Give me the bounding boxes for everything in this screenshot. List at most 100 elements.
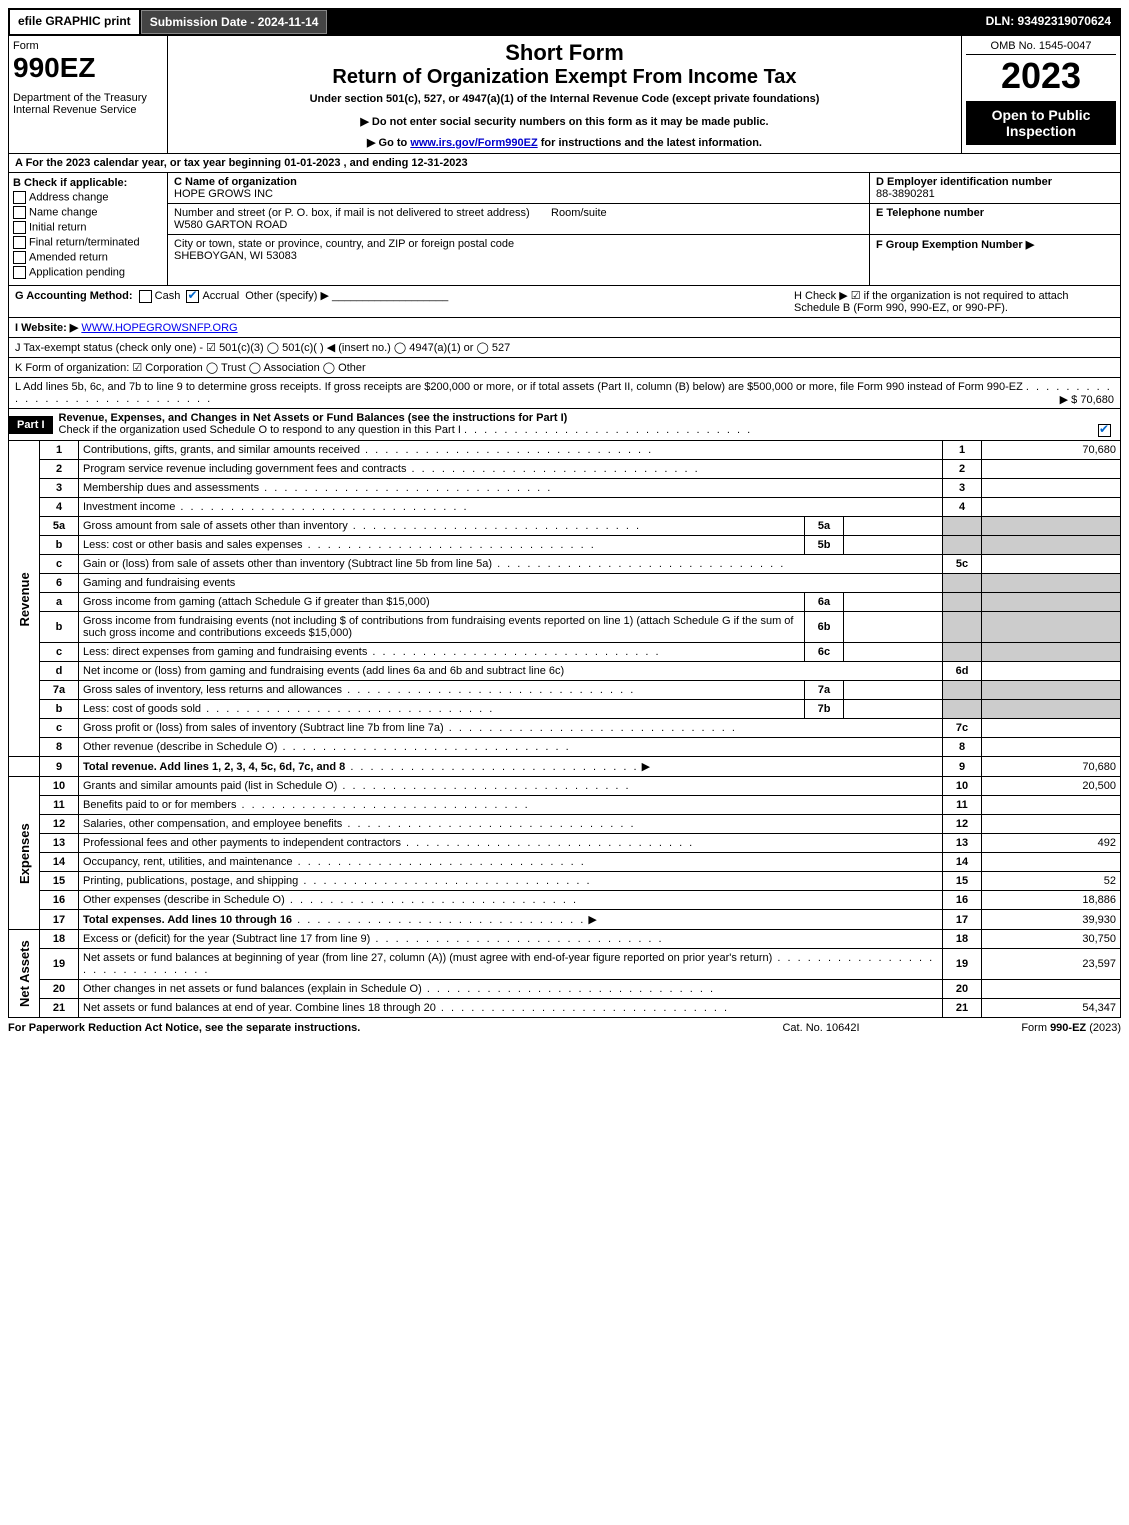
j-tax-exempt-row: J Tax-exempt status (check only one) - ☑… <box>8 338 1121 358</box>
row-11: 11 Benefits paid to or for members 11 <box>9 796 1121 815</box>
header-right: OMB No. 1545-0047 2023 Open to Public In… <box>962 36 1120 153</box>
l-text: L Add lines 5b, 6c, and 7b to line 9 to … <box>15 381 1023 393</box>
cb-initial-return[interactable]: Initial return <box>13 221 163 234</box>
row-7a: 7a Gross sales of inventory, less return… <box>9 681 1121 700</box>
d-label: D Employer identification number <box>876 176 1052 188</box>
cb-address-change[interactable]: Address change <box>13 191 163 204</box>
row-a-tax-year: A For the 2023 calendar year, or tax yea… <box>8 154 1121 173</box>
top-bar: efile GRAPHIC print Submission Date - 20… <box>8 8 1121 36</box>
netassets-label: Net Assets <box>9 930 40 1018</box>
website-link[interactable]: WWW.HOPEGROWSNFP.ORG <box>81 322 237 334</box>
c-label: C Name of organization <box>174 176 297 188</box>
cb-name-change[interactable]: Name change <box>13 206 163 219</box>
part-i-header: Part I Revenue, Expenses, and Changes in… <box>8 409 1121 441</box>
row-6b: b Gross income from fundraising events (… <box>9 612 1121 643</box>
part-i-table: Revenue 1 Contributions, gifts, grants, … <box>8 441 1121 1018</box>
form-title: Return of Organization Exempt From Incom… <box>172 66 957 89</box>
b-label: B Check if applicable: <box>13 177 127 189</box>
row-10: Expenses 10 Grants and similar amounts p… <box>9 777 1121 796</box>
cb-schedule-o[interactable] <box>1098 424 1111 437</box>
header-left: Form 990EZ Department of the Treasury In… <box>9 36 168 153</box>
street-value: W580 GARTON ROAD <box>174 219 287 231</box>
dept-label: Department of the Treasury Internal Reve… <box>13 92 163 116</box>
part-i-label: Part I <box>9 416 53 434</box>
row-13: 13 Professional fees and other payments … <box>9 834 1121 853</box>
row-18: Net Assets 18 Excess or (deficit) for th… <box>9 930 1121 949</box>
expenses-label: Expenses <box>9 777 40 930</box>
col-b-checkboxes: B Check if applicable: Address change Na… <box>9 173 168 285</box>
row-19: 19 Net assets or fund balances at beginn… <box>9 949 1121 980</box>
tax-year: 2023 <box>966 55 1116 97</box>
form-header: Form 990EZ Department of the Treasury In… <box>8 36 1121 154</box>
city-label: City or town, state or province, country… <box>174 238 514 250</box>
i-website-row: I Website: ▶ WWW.HOPEGROWSNFP.ORG <box>8 318 1121 338</box>
row-2: 2 Program service revenue including gove… <box>9 460 1121 479</box>
submission-date-button[interactable]: Submission Date - 2024-11-14 <box>141 10 328 34</box>
c-street-block: Number and street (or P. O. box, if mail… <box>168 204 869 235</box>
row-3: 3 Membership dues and assessments 3 <box>9 479 1121 498</box>
c-name-block: C Name of organization HOPE GROWS INC <box>168 173 869 204</box>
g-accounting: G Accounting Method: Cash Accrual Other … <box>15 289 794 314</box>
l-amount: ▶ $ 70,680 <box>1060 393 1114 406</box>
link-suffix: for instructions and the latest informat… <box>541 137 762 149</box>
form-word: Form <box>13 40 163 52</box>
col-def: D Employer identification number 88-3890… <box>870 173 1120 285</box>
row-8: 8 Other revenue (describe in Schedule O)… <box>9 738 1121 757</box>
row-12: 12 Salaries, other compensation, and emp… <box>9 815 1121 834</box>
row-7b: b Less: cost of goods sold 7b <box>9 700 1121 719</box>
row-6: 6 Gaming and fundraising events <box>9 574 1121 593</box>
cb-accrual[interactable] <box>186 290 199 303</box>
form-subtitle: Under section 501(c), 527, or 4947(a)(1)… <box>172 93 957 105</box>
e-block: E Telephone number <box>870 204 1120 235</box>
ein-value: 88-3890281 <box>876 188 935 200</box>
k-form-of-org-row: K Form of organization: ☑ Corporation ◯ … <box>8 358 1121 378</box>
row-7c: c Gross profit or (loss) from sales of i… <box>9 719 1121 738</box>
cb-amended-return[interactable]: Amended return <box>13 251 163 264</box>
footer-catno: Cat. No. 10642I <box>721 1022 921 1034</box>
c-city-block: City or town, state or province, country… <box>168 235 869 265</box>
part-i-title: Revenue, Expenses, and Changes in Net As… <box>59 412 568 424</box>
f-block: F Group Exemption Number ▶ <box>870 235 1120 254</box>
cb-application-pending[interactable]: Application pending <box>13 266 163 279</box>
row-4: 4 Investment income 4 <box>9 498 1121 517</box>
row-20: 20 Other changes in net assets or fund b… <box>9 980 1121 999</box>
header-center: Short Form Return of Organization Exempt… <box>168 36 962 153</box>
form-number: 990EZ <box>13 52 163 84</box>
g-label: G Accounting Method: <box>15 290 133 302</box>
irs-link[interactable]: www.irs.gov/Form990EZ <box>410 137 537 149</box>
row-15: 15 Printing, publications, postage, and … <box>9 872 1121 891</box>
room-label: Room/suite <box>551 207 607 219</box>
d-block: D Employer identification number 88-3890… <box>870 173 1120 204</box>
cb-final-return[interactable]: Final return/terminated <box>13 236 163 249</box>
dln-label: DLN: 93492319070624 <box>978 10 1119 34</box>
page-footer: For Paperwork Reduction Act Notice, see … <box>8 1018 1121 1038</box>
omb-number: OMB No. 1545-0047 <box>966 40 1116 55</box>
row-16: 16 Other expenses (describe in Schedule … <box>9 891 1121 910</box>
l-gross-receipts-row: L Add lines 5b, 6c, and 7b to line 9 to … <box>8 378 1121 409</box>
e-label: E Telephone number <box>876 207 984 219</box>
short-form-title: Short Form <box>172 40 957 66</box>
revenue-label: Revenue <box>9 441 40 757</box>
street-label: Number and street (or P. O. box, if mail… <box>174 207 530 219</box>
instructions-link-line: ▶ Go to www.irs.gov/Form990EZ for instru… <box>172 136 957 149</box>
open-to-public: Open to Public Inspection <box>966 101 1116 145</box>
i-label: I Website: ▶ <box>15 322 78 334</box>
g-other: Other (specify) ▶ <box>245 290 329 302</box>
row-21: 21 Net assets or fund balances at end of… <box>9 999 1121 1018</box>
row-1: Revenue 1 Contributions, gifts, grants, … <box>9 441 1121 460</box>
footer-left: For Paperwork Reduction Act Notice, see … <box>8 1022 721 1034</box>
f-label: F Group Exemption Number ▶ <box>876 239 1034 251</box>
row-6d: d Net income or (loss) from gaming and f… <box>9 662 1121 681</box>
g-h-row: G Accounting Method: Cash Accrual Other … <box>8 286 1121 318</box>
row-6a: a Gross income from gaming (attach Sched… <box>9 593 1121 612</box>
row-5b: b Less: cost or other basis and sales ex… <box>9 536 1121 555</box>
h-schedule-b: H Check ▶ ☑ if the organization is not r… <box>794 289 1114 314</box>
row-9: 9 Total revenue. Add lines 1, 2, 3, 4, 5… <box>9 757 1121 777</box>
row-6c: c Less: direct expenses from gaming and … <box>9 643 1121 662</box>
row-17: 17 Total expenses. Add lines 10 through … <box>9 910 1121 930</box>
col-c-org: C Name of organization HOPE GROWS INC Nu… <box>168 173 870 285</box>
footer-right: Form 990-EZ (2023) <box>921 1022 1121 1034</box>
row-14: 14 Occupancy, rent, utilities, and maint… <box>9 853 1121 872</box>
efile-print-button[interactable]: efile GRAPHIC print <box>10 10 141 34</box>
cb-cash[interactable] <box>139 290 152 303</box>
